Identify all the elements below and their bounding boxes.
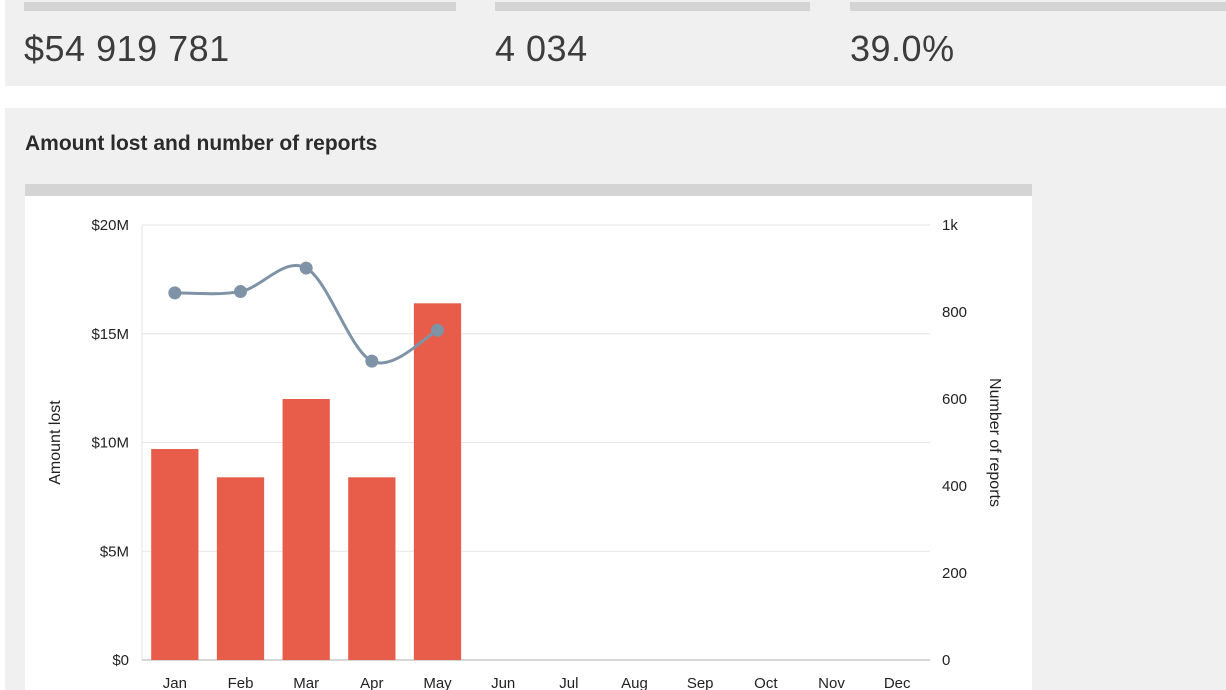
x-tick-label: Apr xyxy=(360,675,383,690)
bar xyxy=(151,449,199,660)
x-tick-label: Dec xyxy=(884,675,911,690)
bar xyxy=(348,477,396,660)
reports-line xyxy=(174,264,439,365)
y2-tick-label: 1k xyxy=(942,217,958,234)
chart-section: Amount lost and number of reports $0 $5M $… xyxy=(5,108,1226,690)
y-tick-label: $0 xyxy=(112,652,129,669)
reports-point xyxy=(299,261,313,275)
x-tick-label: Nov xyxy=(818,675,845,690)
stats-band: $54 919 781 4 034 39.0% xyxy=(5,0,1226,86)
stat-reports: 4 034 xyxy=(495,28,588,69)
reports-point xyxy=(365,354,379,368)
stat-header-bar xyxy=(24,2,456,11)
y2-tick-label: 600 xyxy=(942,391,967,408)
stat-header-bar xyxy=(495,2,810,11)
y2-tick-label: 400 xyxy=(942,478,967,495)
stat-amount-lost: $54 919 781 xyxy=(24,28,230,69)
bar xyxy=(413,303,462,660)
stat-percentage: 39.0% xyxy=(850,28,955,69)
y-tick-label: $10M xyxy=(91,435,129,452)
y-tick-label: $5M xyxy=(100,543,129,560)
chart: $0 $5M $10M $15M $20M 0 200 400 600 800 1k Jan Feb Ma… xyxy=(47,217,1003,690)
stat-header-bar xyxy=(850,2,1226,11)
reports-point xyxy=(234,285,247,299)
chart-card: $0 $5M $10M $15M $20M 0 200 400 600 800 1k Jan Feb Ma… xyxy=(25,184,1032,690)
bar xyxy=(216,477,265,660)
x-tick-label: Mar xyxy=(293,675,319,690)
x-tick-label: Sep xyxy=(687,675,714,690)
y-tick-label: $20M xyxy=(91,217,129,234)
x-tick-label: Aug xyxy=(621,675,648,690)
reports-point xyxy=(168,286,182,300)
chart-card-header-bar xyxy=(25,184,1032,196)
x-tick-label: Jan xyxy=(163,675,187,690)
x-tick-label: Oct xyxy=(754,675,778,690)
x-tick-label: Jul xyxy=(559,675,578,690)
y-axis-title: Amount lost xyxy=(47,400,64,485)
bar xyxy=(282,399,330,660)
x-tick-label: Feb xyxy=(228,675,254,690)
chart-title: Amount lost and number of reports xyxy=(25,132,378,155)
y2-tick-label: 200 xyxy=(942,565,967,582)
reports-point xyxy=(431,323,444,337)
x-tick-label: May xyxy=(423,675,452,690)
x-tick-label: Jun xyxy=(491,675,515,690)
y2-tick-label: 0 xyxy=(942,652,950,669)
y-tick-label: $15M xyxy=(91,326,129,343)
y2-tick-label: 800 xyxy=(942,304,967,321)
y2-axis-title: Number of reports xyxy=(986,378,1003,507)
